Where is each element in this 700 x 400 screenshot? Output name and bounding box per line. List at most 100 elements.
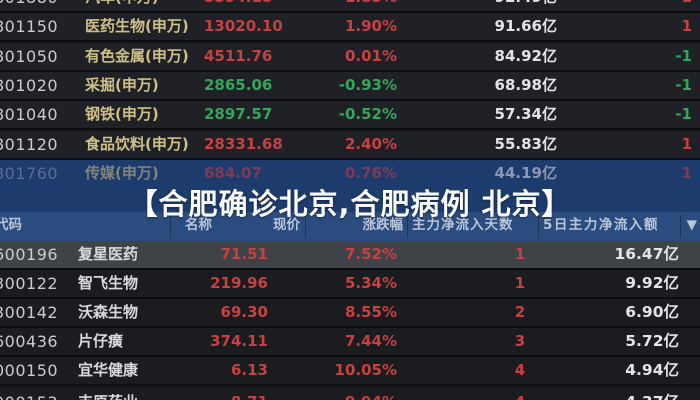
stock-price: 71.51 bbox=[220, 245, 268, 263]
sector-change-pct: 0.76% bbox=[344, 164, 397, 182]
sector-change-pct: -0.93% bbox=[338, 76, 397, 94]
stock-price: 69.30 bbox=[220, 303, 268, 321]
sector-days: -1 bbox=[675, 47, 692, 65]
header-code[interactable]: 代码 bbox=[0, 217, 22, 233]
stock-change-pct: 5.34% bbox=[344, 274, 397, 292]
stock-change-pct: 10.05% bbox=[334, 361, 397, 379]
stock-name: 宜华健康 bbox=[78, 361, 139, 379]
stock-inflow-amount: 6.90亿 bbox=[625, 303, 679, 321]
stock-row[interactable]: 600436 片仔癀 374.11 7.44% 3 5.72亿 bbox=[0, 328, 700, 357]
stock-inflow-amount: 4.94亿 bbox=[625, 361, 679, 379]
stock-row[interactable]: 000150 宜华健康 6.13 10.05% 4 4.94亿 bbox=[0, 357, 700, 386]
sector-code: 801040 bbox=[0, 105, 59, 124]
sort-descending-icon[interactable]: ▼ bbox=[686, 217, 697, 233]
sector-change-pct: 2.40% bbox=[344, 135, 397, 153]
sector-days: -1 bbox=[675, 105, 692, 123]
header-divider bbox=[407, 215, 408, 238]
stock-row[interactable]: 300142 沃森生物 69.30 8.55% 2 6.90亿 bbox=[0, 299, 700, 328]
header-name[interactable]: 名称 bbox=[185, 217, 212, 233]
sector-value: 2897.57 bbox=[204, 105, 273, 123]
sector-name: 有色金属(申万) bbox=[85, 47, 189, 65]
sector-row[interactable]: 801020 采掘(申万) 2865.06 -0.93% 68.98亿 -1 bbox=[0, 72, 700, 101]
stock-price: 219.96 bbox=[210, 274, 268, 292]
stock-inflow-amount: 9.92亿 bbox=[625, 274, 679, 292]
sector-days: 1 bbox=[682, 0, 692, 11]
stock-price: 374.11 bbox=[210, 332, 268, 350]
stock-row-partial[interactable]: 000153 丰原药业 8.71 9.94% 4 4.37亿 bbox=[0, 389, 700, 400]
stock-inflow-amount: 5.72亿 bbox=[625, 332, 679, 350]
sector-row-selected[interactable]: 801760 传媒(申万) 684.07 0.76% 44.19亿 1 bbox=[0, 160, 700, 213]
stock-change-pct: 7.52% bbox=[344, 245, 397, 263]
stock-code: 600196 bbox=[0, 245, 59, 264]
header-inflow-days[interactable]: 主力净流入天数 bbox=[412, 217, 514, 233]
stock-code: 600436 bbox=[0, 332, 59, 351]
stock-inflow-amount: 16.47亿 bbox=[614, 245, 679, 263]
stock-price: 8.71 bbox=[231, 389, 268, 400]
sector-amount: 84.92亿 bbox=[494, 47, 557, 65]
stock-inflow-days: 1 bbox=[514, 274, 526, 292]
sector-change-pct: -0.52% bbox=[338, 105, 397, 123]
stock-inflow-days: 2 bbox=[514, 303, 526, 321]
header-divider bbox=[170, 215, 171, 238]
sector-change-pct: 0.01% bbox=[344, 47, 397, 65]
sector-code: 801050 bbox=[0, 47, 59, 66]
header-divider bbox=[538, 215, 539, 238]
sector-name: 医药生物(申万) bbox=[85, 17, 189, 35]
sector-change-pct: 1.85% bbox=[345, 0, 397, 11]
sector-amount: 44.19亿 bbox=[494, 164, 557, 182]
sector-row[interactable]: 801150 医药生物(申万) 13020.10 1.90% 91.66亿 1 bbox=[0, 13, 700, 42]
sector-amount: 92.49亿 bbox=[495, 0, 557, 11]
sector-days: 1 bbox=[681, 17, 692, 35]
header-price[interactable]: 现价 bbox=[273, 217, 300, 233]
stock-price: 6.13 bbox=[230, 361, 268, 379]
header-divider bbox=[305, 215, 306, 238]
sector-code: 801880 bbox=[0, 0, 58, 11]
sector-name: 食品饮料(申万) bbox=[85, 135, 189, 153]
sector-amount: 91.66亿 bbox=[494, 17, 557, 35]
sector-row[interactable]: 801880 汽车(申万) 5594.18 1.85% 92.49亿 1 bbox=[0, 0, 700, 13]
sector-days: 1 bbox=[681, 164, 692, 182]
stock-code: 000153 bbox=[0, 389, 58, 400]
sector-value: 13020.10 bbox=[204, 17, 283, 35]
stock-change-pct: 9.94% bbox=[345, 389, 397, 400]
stock-name: 智飞生物 bbox=[78, 274, 139, 292]
stock-change-pct: 8.55% bbox=[344, 303, 397, 321]
stock-inflow-days: 3 bbox=[514, 332, 526, 350]
sector-name: 钢铁(申万) bbox=[85, 105, 159, 123]
header-change-pct[interactable]: 涨跌幅 bbox=[362, 217, 404, 233]
stock-name: 片仔癀 bbox=[78, 332, 124, 350]
stock-inflow-days: 1 bbox=[514, 245, 526, 263]
header-divider bbox=[680, 215, 681, 238]
sector-change-pct: 1.90% bbox=[344, 17, 397, 35]
sector-name: 汽车(申万) bbox=[85, 0, 159, 11]
stock-table-header: 代码 名称 现价 涨跌幅 主力净流入天数 5日主力净流入额 ▼ bbox=[0, 212, 700, 241]
stock-code: 300142 bbox=[0, 303, 59, 322]
sector-days: 1 bbox=[681, 135, 692, 153]
sector-name: 采掘(申万) bbox=[85, 76, 159, 94]
sector-name: 传媒(申万) bbox=[85, 164, 159, 182]
stock-name: 丰原药业 bbox=[78, 389, 138, 400]
sector-row[interactable]: 801050 有色金属(申万) 4511.76 0.01% 84.92亿 -1 bbox=[0, 43, 700, 72]
stock-row[interactable]: 300122 智飞生物 219.96 5.34% 1 9.92亿 bbox=[0, 270, 700, 299]
sector-code: 801760 bbox=[0, 164, 59, 183]
sector-code: 801150 bbox=[0, 17, 59, 36]
stock-inflow-days: 4 bbox=[500, 389, 540, 400]
sector-row[interactable]: 801120 食品饮料(申万) 28331.68 2.40% 55.83亿 1 bbox=[0, 131, 700, 160]
sector-amount: 55.83亿 bbox=[494, 135, 557, 153]
sector-amount: 57.34亿 bbox=[494, 105, 557, 123]
sector-amount: 68.98亿 bbox=[494, 76, 557, 94]
stock-change-pct: 7.44% bbox=[344, 332, 397, 350]
stock-code: 000150 bbox=[0, 361, 59, 380]
sector-value: 2865.06 bbox=[204, 76, 273, 94]
stock-inflow-days: 4 bbox=[514, 361, 526, 379]
sector-value: 5594.18 bbox=[204, 0, 272, 11]
sector-code: 801120 bbox=[0, 135, 59, 154]
stock-code: 300122 bbox=[0, 274, 59, 293]
stock-row-highlighted[interactable]: 600196 复星医药 71.51 7.52% 1 16.47亿 bbox=[0, 241, 700, 270]
header-inflow-amount[interactable]: 5日主力净流入额 bbox=[543, 217, 659, 233]
stock-name: 沃森生物 bbox=[78, 303, 139, 321]
sector-row[interactable]: 801040 钢铁(申万) 2897.57 -0.52% 57.34亿 -1 bbox=[0, 101, 700, 130]
stock-inflow-amount: 4.37亿 bbox=[625, 389, 679, 400]
sector-code: 801020 bbox=[0, 76, 59, 95]
